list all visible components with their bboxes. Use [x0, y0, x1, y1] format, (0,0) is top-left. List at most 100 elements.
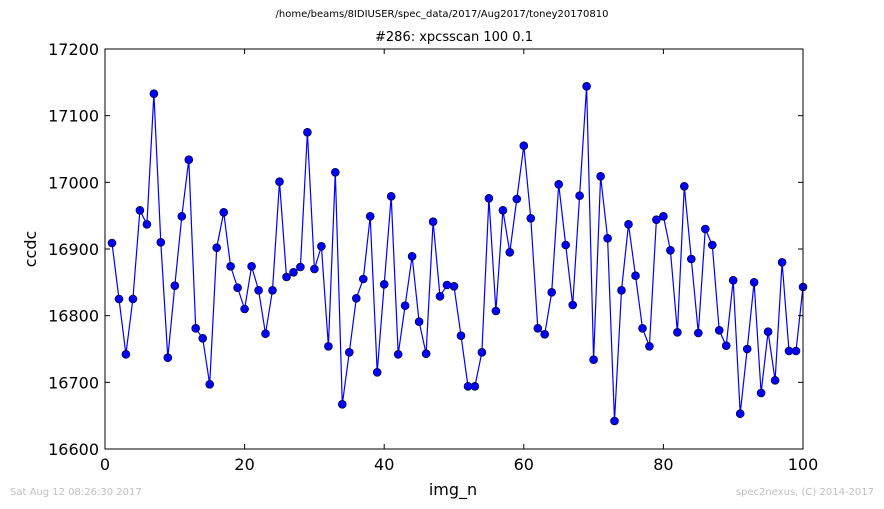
- plot-area: [107, 82, 808, 426]
- data-point: [163, 353, 173, 363]
- data-point: [477, 347, 487, 357]
- data-point: [470, 381, 480, 391]
- data-point: [282, 272, 291, 282]
- data-point: [407, 251, 417, 261]
- data-point: [219, 208, 228, 217]
- data-point: [638, 323, 647, 333]
- y-tick-label: 16900: [48, 240, 99, 259]
- data-point: [254, 285, 263, 295]
- data-point: [414, 317, 424, 327]
- y-tick-label: 16600: [48, 440, 99, 459]
- data-point: [763, 327, 773, 337]
- data-point: [212, 243, 221, 252]
- data-point: [777, 257, 787, 267]
- data-point: [268, 285, 277, 295]
- data-point: [442, 280, 452, 290]
- data-point: [358, 274, 368, 284]
- data-point: [721, 341, 731, 351]
- data-point: [170, 281, 180, 291]
- data-point: [330, 168, 340, 177]
- chart-title: #286: xpcsscan 100 0.1: [375, 30, 533, 45]
- figure-subtitle: /home/beams/8IDIUSER/spec_data/2017/Aug2…: [275, 9, 609, 20]
- data-point: [603, 234, 612, 243]
- data-point: [240, 304, 249, 314]
- data-point: [589, 355, 598, 365]
- data-point: [673, 327, 682, 337]
- data-point: [121, 349, 131, 359]
- data-point: [519, 141, 529, 150]
- x-tick-label: 60: [514, 455, 534, 474]
- series-line: [111, 86, 804, 422]
- data-point: [686, 254, 696, 264]
- data-point: [735, 409, 745, 419]
- x-tick-label: 100: [788, 455, 819, 474]
- data-point: [659, 212, 668, 221]
- data-point: [247, 261, 256, 271]
- data-point: [617, 285, 626, 295]
- data-point: [177, 212, 187, 221]
- data-point: [344, 347, 354, 357]
- data-point: [317, 242, 326, 251]
- y-tick-label: 17100: [48, 107, 99, 126]
- data-point: [505, 248, 515, 257]
- data-point: [114, 294, 124, 304]
- data-point: [791, 346, 801, 356]
- data-point: [568, 300, 578, 310]
- data-point: [575, 191, 584, 200]
- data-point: [631, 271, 640, 281]
- data-point: [540, 329, 550, 339]
- data-point: [393, 349, 403, 359]
- data-point: [421, 349, 431, 359]
- data-point: [156, 238, 166, 247]
- data-point: [728, 275, 738, 285]
- data-point: [770, 375, 780, 385]
- data-point: [449, 281, 459, 291]
- data-point: [337, 399, 347, 409]
- data-point: [693, 328, 703, 338]
- y-tick-label: 16800: [48, 307, 99, 326]
- data-point: [372, 367, 382, 377]
- data-point: [756, 388, 766, 398]
- data-point: [261, 329, 270, 339]
- data-point: [679, 182, 689, 191]
- data-point: [275, 177, 284, 186]
- data-point: [498, 206, 508, 215]
- x-tick-label: 80: [653, 455, 673, 474]
- data-point: [456, 331, 466, 341]
- data-point: [435, 291, 445, 301]
- footer-copyright: spec2nexus, (C) 2014-2017: [735, 487, 874, 498]
- data-point: [324, 341, 333, 351]
- data-point: [533, 323, 543, 333]
- data-point: [645, 341, 654, 351]
- data-point: [310, 264, 319, 274]
- data-point: [303, 128, 312, 137]
- data-point: [386, 192, 396, 201]
- y-axis-label: ccdc: [21, 231, 40, 268]
- y-tick-label: 16700: [48, 373, 99, 392]
- footer-timestamp: Sat Aug 12 08:26:30 2017: [10, 487, 142, 498]
- data-point: [233, 283, 242, 293]
- data-point: [554, 180, 564, 189]
- y-tick-label: 17200: [48, 40, 99, 59]
- data-point: [191, 323, 200, 333]
- data-point: [707, 240, 717, 250]
- y-tick-label: 17000: [48, 173, 99, 192]
- data-point: [512, 194, 522, 204]
- x-axis-label: img_n: [429, 480, 477, 500]
- data-point: [428, 217, 438, 226]
- data-point: [596, 172, 605, 181]
- data-point: [700, 224, 710, 234]
- data-point: [296, 262, 305, 272]
- axes: 0 20 40 60 80 100 16600 16700 16800 16900 17000 171…: [48, 40, 818, 474]
- data-point: [149, 89, 159, 98]
- data-point: [624, 220, 633, 229]
- data-point: [610, 416, 619, 426]
- data-point: [547, 287, 557, 297]
- data-point: [749, 277, 759, 287]
- data-point: [484, 194, 494, 203]
- data-point: [351, 293, 361, 303]
- data-point: [561, 240, 571, 250]
- data-point: [400, 301, 410, 311]
- data-point: [226, 261, 235, 271]
